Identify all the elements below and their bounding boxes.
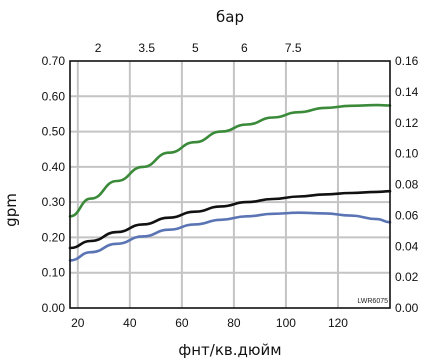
left-axis-title: gpm bbox=[2, 193, 20, 227]
series-layer bbox=[68, 103, 392, 262]
right-tick-label: 0.04 bbox=[395, 239, 419, 253]
left-tick-label: 0.40 bbox=[42, 160, 66, 174]
series-line-3 bbox=[68, 211, 392, 262]
top-tick-label: 7.5 bbox=[285, 41, 302, 55]
bottom-tick-label: 100 bbox=[276, 316, 296, 330]
right-tick-label: 0.00 bbox=[395, 301, 419, 315]
grid bbox=[70, 61, 390, 308]
bottom-tick-label: 120 bbox=[328, 316, 348, 330]
top-tick-label: 5 bbox=[192, 41, 199, 55]
left-tick-label: 0.20 bbox=[42, 230, 66, 244]
bottom-axis-title: фнт/кв.дюйм bbox=[178, 341, 281, 359]
bottom-tick-label: 60 bbox=[175, 316, 189, 330]
top-tick-label: 3.5 bbox=[138, 41, 155, 55]
right-tick-label: 0.06 bbox=[395, 208, 419, 222]
ticks: 20 40 60 80 100 120 2 3.5 5 6 7.5 0.00 0.10 0.20 0.30 0… bbox=[42, 41, 419, 330]
right-tick-label: 0.02 bbox=[395, 270, 419, 284]
series-line-1 bbox=[68, 103, 392, 218]
bottom-tick-label: 40 bbox=[123, 316, 137, 330]
bottom-tick-label: 80 bbox=[227, 316, 241, 330]
top-tick-label: 6 bbox=[241, 41, 248, 55]
left-tick-label: 0.00 bbox=[42, 301, 66, 315]
left-tick-label: 0.50 bbox=[42, 125, 66, 139]
left-tick-label: 0.60 bbox=[42, 89, 66, 103]
top-axis-title: бар bbox=[216, 8, 244, 26]
watermark-label: LWR6075 bbox=[357, 298, 388, 305]
series-line-2 bbox=[68, 189, 392, 250]
left-tick-label: 0.10 bbox=[42, 266, 66, 280]
bottom-tick-label: 20 bbox=[71, 316, 85, 330]
right-tick-label: 0.12 bbox=[395, 116, 419, 130]
right-tick-label: 0.10 bbox=[395, 147, 419, 161]
right-tick-label: 0.16 bbox=[395, 54, 419, 68]
plot-frame bbox=[69, 60, 391, 309]
top-tick-label: 2 bbox=[95, 41, 102, 55]
left-tick-label: 0.30 bbox=[42, 195, 66, 209]
right-tick-label: 0.08 bbox=[395, 178, 419, 192]
left-tick-label: 0.70 bbox=[42, 54, 66, 68]
right-tick-label: 0.14 bbox=[395, 85, 419, 99]
